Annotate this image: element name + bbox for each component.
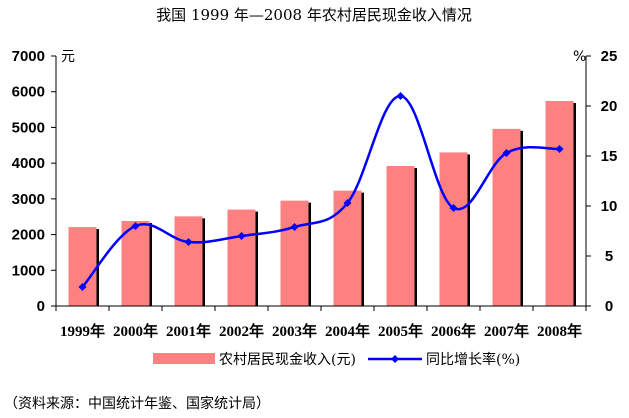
left-tick-label: 7000 [12,48,45,65]
bar [386,166,415,306]
source-note: （资料来源：中国统计年鉴、国家统计局） [4,395,270,412]
bar [439,152,468,306]
category-label: 2002年 [219,322,264,340]
left-tick-label: 3000 [12,191,45,208]
bar [121,221,150,306]
legend-line-label: 同比增长率(%) [426,351,520,368]
category-label: 2001年 [166,322,211,340]
right-tick-label: 15 [601,148,618,165]
right-axis-ticks: 0 5 10 15 20 25 [586,48,617,315]
right-axis-unit: % [573,49,586,65]
category-label: 2004年 [325,322,370,340]
line-point [78,283,87,291]
left-tick-label: 4000 [12,155,45,172]
line-point [396,92,405,100]
legend-bar-swatch [153,353,215,364]
line-point [502,149,511,157]
left-tick-label: 1000 [12,262,45,279]
left-axis-ticks: 0 1000 2000 3000 4000 5000 6000 7000 [12,48,56,315]
line-point [184,238,193,246]
line-point [449,204,458,212]
line-point [343,199,352,207]
bar [545,101,574,306]
category-label: 2000年 [113,322,158,340]
category-label: 2003年 [272,322,317,340]
line-point [131,222,140,230]
line-point [237,232,246,240]
right-tick-label: 25 [601,48,618,65]
left-tick-label: 5000 [12,119,45,136]
bar [174,216,203,306]
right-tick-label: 5 [605,248,613,265]
right-tick-label: 10 [601,198,618,215]
left-tick-label: 2000 [12,227,45,244]
bar [280,200,309,306]
category-label: 2008年 [537,322,582,340]
growth-line [81,94,560,288]
category-labels: 1999年 2000年 2001年 2002年 2003年 2004年 2005年 2006年… [60,322,582,340]
left-axis-unit: 元 [61,49,75,65]
bar-series [68,101,576,306]
line-point [555,145,564,153]
legend: 农村居民现金收入(元) 同比增长率(%) [153,351,520,368]
category-label: 2006年 [431,322,476,340]
bar [68,227,97,306]
axes [55,56,587,311]
bar [333,190,362,306]
category-label: 2007年 [484,322,529,340]
chart-title: 我国 1999 年—2008 年农村居民现金收入情况 [156,6,472,24]
category-label: 1999年 [60,322,105,340]
left-tick-label: 0 [37,298,45,315]
bar [492,128,521,306]
right-tick-label: 0 [605,298,613,315]
bar [227,209,256,306]
right-tick-label: 20 [601,98,618,115]
category-label: 2005年 [378,322,423,340]
legend-line-marker [391,355,399,363]
legend-bar-label: 农村居民现金收入(元) [219,352,356,368]
line-series [78,92,564,291]
line-point [290,223,299,231]
left-tick-label: 6000 [12,84,45,101]
